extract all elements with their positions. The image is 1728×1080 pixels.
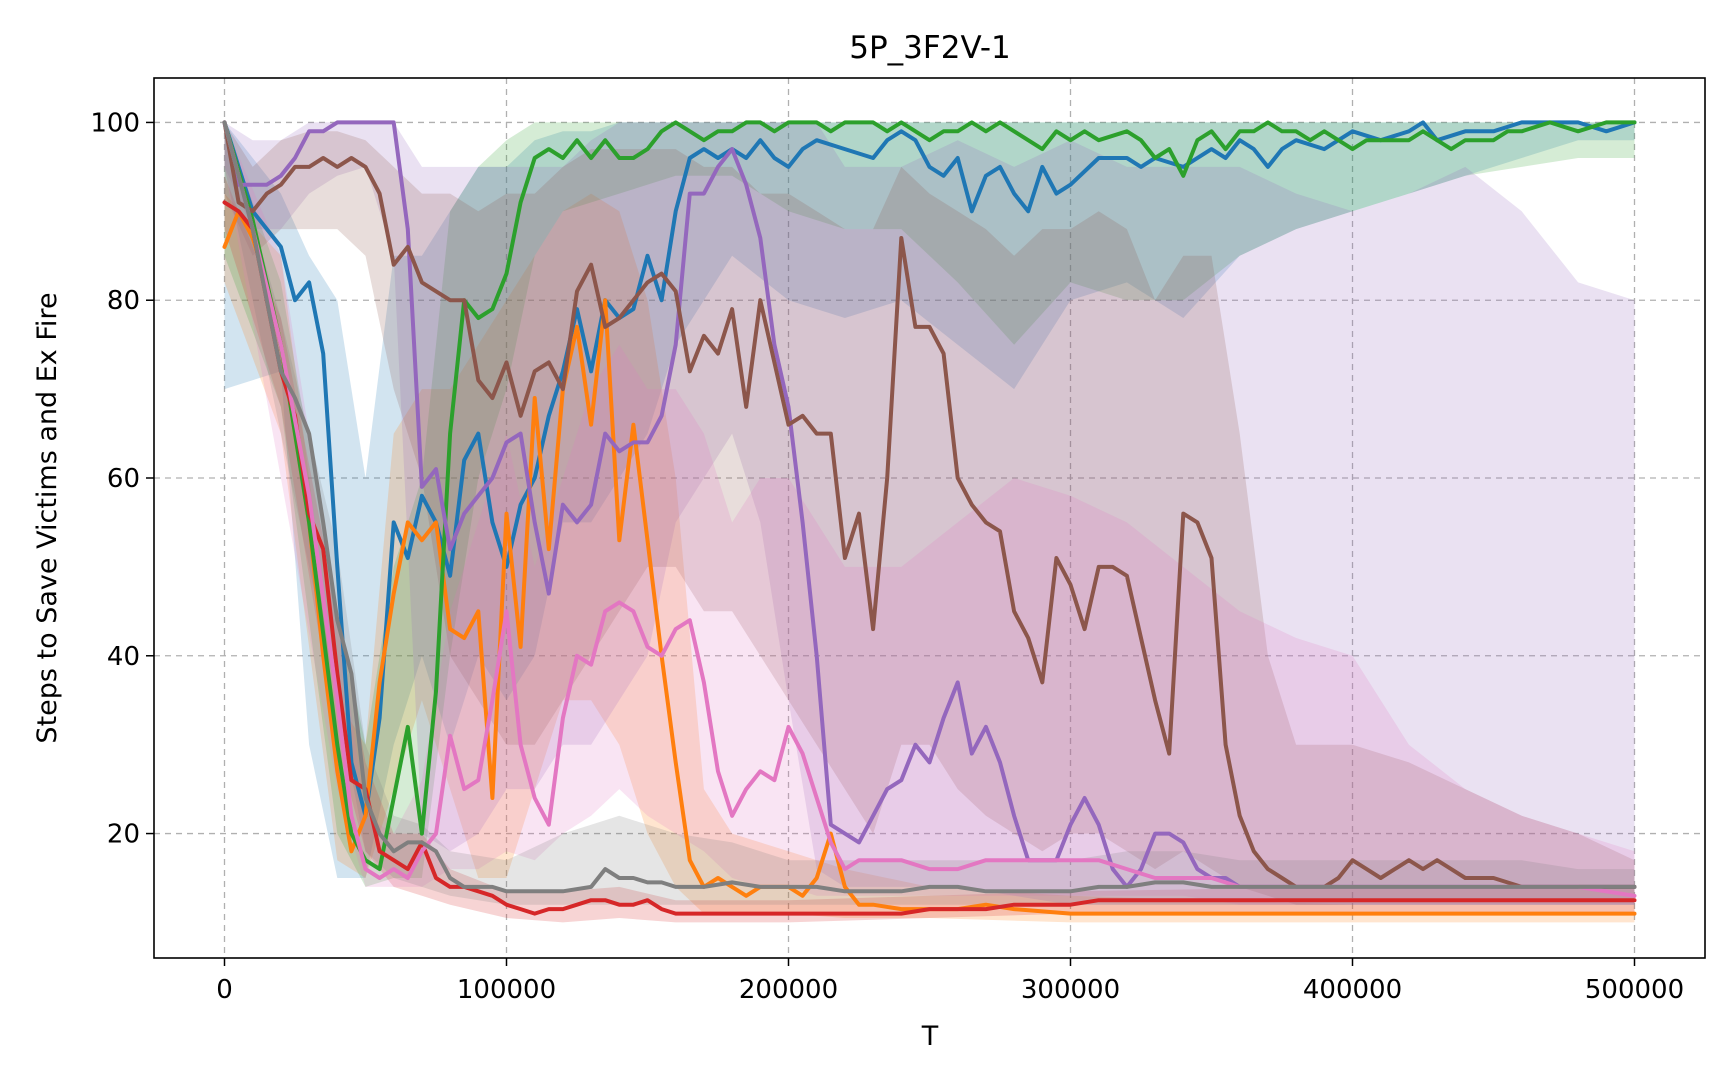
y-tick-label: 100 (90, 108, 140, 138)
series-7-line (222, 120, 1637, 898)
chart-title: 5P_3F2V-1 (849, 30, 1011, 66)
x-tick-label: 400000 (1303, 975, 1402, 1005)
x-tick-label: 500000 (1585, 975, 1684, 1005)
x-axis: 0 100000 200000 300000 400000 500000 (216, 958, 1684, 1005)
x-tick-label: 300000 (1021, 975, 1120, 1005)
series-8-band (224, 122, 1635, 905)
y-axis-title: Steps to Save Victims and Ex Fire (32, 292, 63, 743)
x-tick-label: 100000 (457, 975, 556, 1005)
x-tick-label: 0 (216, 975, 233, 1005)
series-7-band (224, 122, 1635, 905)
series-lines (222, 120, 1637, 916)
series-3-line (222, 120, 1637, 872)
series-8-line (222, 120, 1637, 894)
series-2-band (224, 193, 1635, 923)
plot-frame (153, 77, 1706, 959)
series-5-line (222, 120, 1637, 889)
y-tick-label: 40 (107, 642, 140, 672)
y-tick-label: 20 (107, 820, 140, 850)
series-6-line (222, 120, 1637, 889)
x-axis-title: T (921, 1021, 939, 1052)
y-tick-label: 60 (107, 464, 140, 494)
series-4-band (224, 175, 1635, 923)
x-tick-label: 200000 (739, 975, 838, 1005)
y-tick-label: 80 (107, 286, 140, 316)
y-axis: 20 40 60 80 100 (90, 108, 154, 850)
